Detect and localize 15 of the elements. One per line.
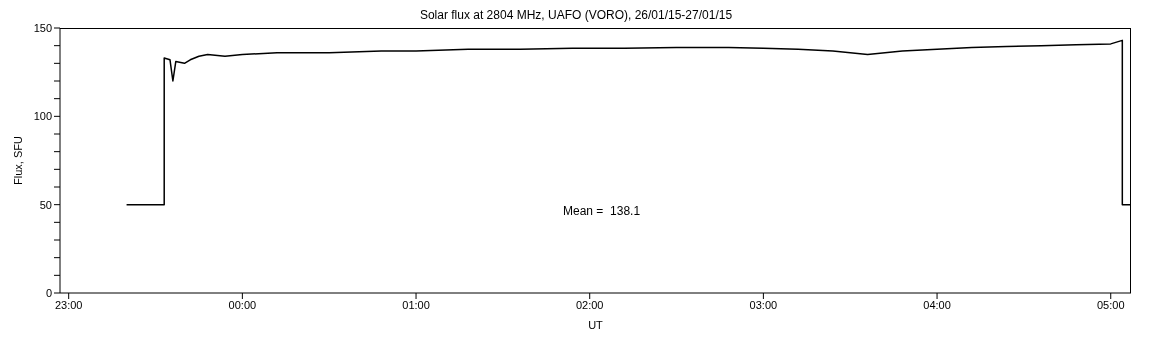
x-tick-label: 01:00 xyxy=(402,298,430,311)
x-tick-label: 00:00 xyxy=(228,298,257,311)
x-tick-label: 23:00 xyxy=(54,298,83,311)
y-axis-title: Flux, SFU xyxy=(11,136,24,185)
x-axis-title: UT xyxy=(588,319,604,331)
x-tick-label: 02:00 xyxy=(575,298,604,311)
chart-title: Solar flux at 2804 MHz, UAFO (VORO), 26/01/15-27/01/15 xyxy=(418,8,734,23)
annotation: Mean = 138.1 xyxy=(563,204,641,218)
y-tick-label: 0 xyxy=(45,286,52,299)
x-tick-label: 03:00 xyxy=(749,298,778,311)
x-tick-label: 05:00 xyxy=(1096,298,1125,311)
y-tick-label: 50 xyxy=(39,198,52,211)
y-tick-label: 150 xyxy=(33,21,52,34)
x-tick-label: 04:00 xyxy=(923,298,951,311)
y-tick-label: 100 xyxy=(33,110,52,123)
